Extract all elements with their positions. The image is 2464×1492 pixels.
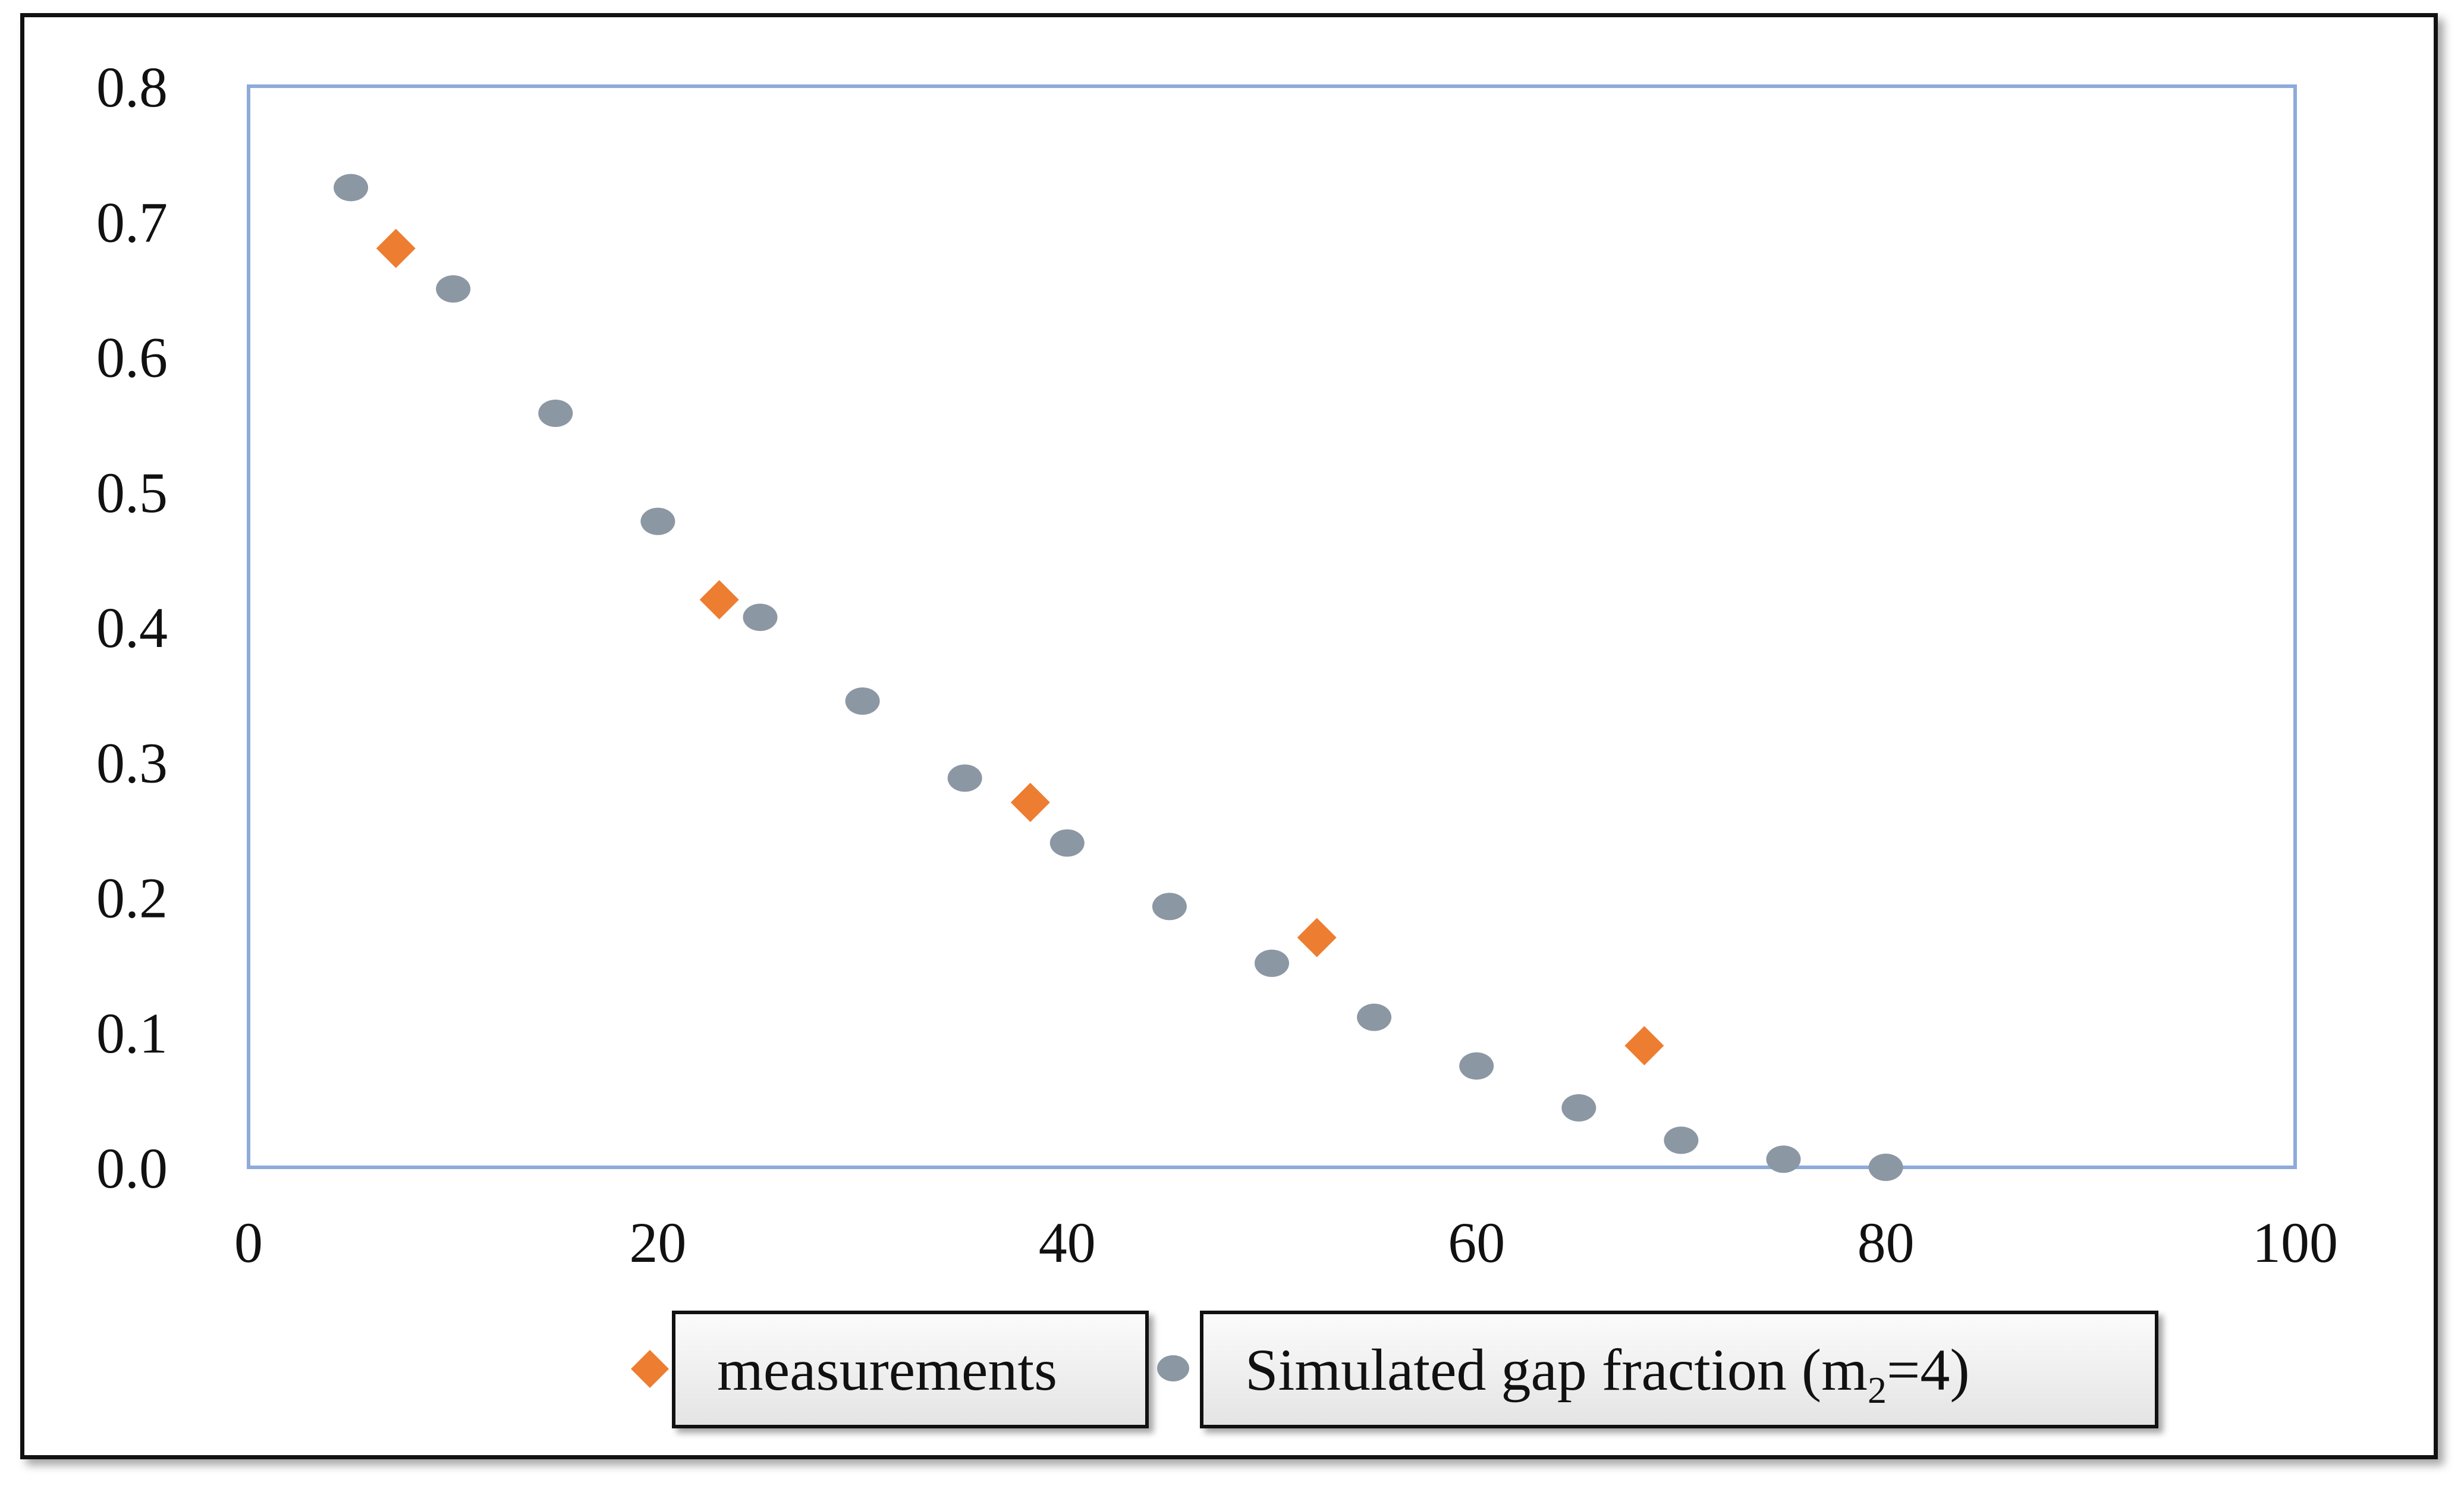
plot-area-border [247,84,2297,1169]
simulated-point [1152,893,1187,921]
measurement-point [699,580,739,620]
simulated-point [743,604,778,632]
simulated-point [1664,1126,1699,1154]
simulated-point [845,687,880,715]
y-tick-label: 0.1 [96,1001,168,1065]
legend-label-simulated-subscript: 2 [1867,1368,1887,1411]
measurement-point [1010,783,1050,822]
x-tick-label: 20 [629,1211,686,1274]
y-tick-label: 0.3 [96,731,168,794]
simulated-point [538,399,573,427]
y-tick-label: 0.8 [96,55,168,119]
simulated-point [436,275,471,303]
simulated-legend-marker [1156,1353,1190,1383]
legend-label-simulated-suffix: =4) [1886,1336,1970,1403]
legend-label-simulated-prefix: Simulated gap fraction (m [1245,1336,1868,1403]
x-tick-label: 40 [1039,1211,1096,1274]
simulated-point [1459,1052,1494,1080]
simulated-point [1255,949,1289,977]
measurements-legend-marker [628,1347,671,1390]
y-tick-label: 0.6 [96,326,168,390]
measurement-point [1624,1026,1664,1066]
legend-entry-measurements: measurements [672,1311,1149,1428]
simulated-point [334,174,369,202]
data-points [334,174,1903,1181]
y-tick-label: 0.2 [96,866,168,930]
simulated-point [1868,1154,1903,1181]
figure-frame [20,13,2438,1459]
y-axis-tick-labels: 0.0 0.1 0.2 0.3 0.4 0.5 0.6 0.7 0.8 [96,55,168,1200]
y-tick-label: 0.0 [96,1136,168,1200]
legend-label-simulated: Simulated gap fraction (m2=4) [1245,1336,1970,1409]
x-tick-label: 60 [1448,1211,1505,1274]
x-tick-label: 80 [1858,1211,1915,1274]
simulated-point [947,764,982,792]
x-axis-tick-labels: 0 20 40 60 80 100 [234,1211,2338,1274]
measurement-point [1297,918,1337,957]
legend-label-measurements: measurements [717,1336,1058,1403]
diamond-marker-icon [631,1350,669,1388]
y-tick-label: 0.5 [96,461,168,524]
circle-marker-icon [1157,1355,1189,1381]
simulated-point [1561,1094,1596,1122]
simulated-point [1766,1145,1801,1173]
measurement-point [376,228,416,268]
x-tick-label: 0 [234,1211,263,1274]
y-tick-label: 0.4 [96,596,168,659]
legend-entry-simulated: Simulated gap fraction (m2=4) [1200,1311,2158,1428]
simulated-point [1049,829,1085,857]
y-tick-label: 0.7 [96,190,168,254]
x-tick-label: 100 [2252,1211,2338,1274]
simulated-point [640,507,675,535]
simulated-point [1357,1003,1392,1031]
